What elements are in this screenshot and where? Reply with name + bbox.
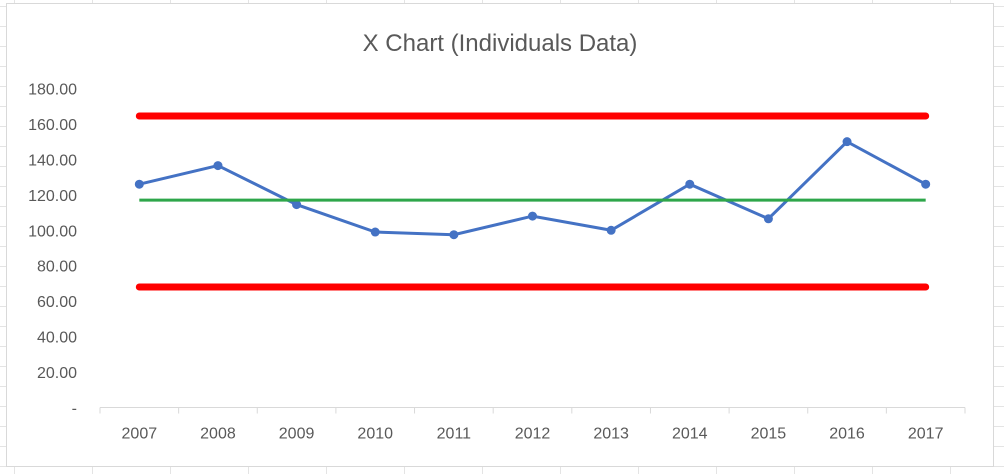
data-point bbox=[528, 211, 537, 221]
chart-plot: - 20.00 40.00 60.00 80.00 100.00 120.00 140.00 1… bbox=[28, 82, 966, 443]
data-point bbox=[370, 227, 380, 237]
chart-area[interactable]: X Chart (Individuals Data) - 20.00 40.00 60… bbox=[6, 3, 994, 467]
data-point bbox=[213, 161, 223, 171]
y-tick-label: 160.00 bbox=[28, 117, 77, 134]
y-tick-label: 60.00 bbox=[37, 294, 77, 311]
y-tick-label: 140.00 bbox=[28, 152, 77, 169]
y-tick-label: 100.00 bbox=[28, 223, 77, 240]
x-tick-label: 2017 bbox=[908, 426, 944, 443]
x-tick-label: 2011 bbox=[437, 426, 472, 443]
x-tick-label: 2010 bbox=[357, 426, 393, 443]
y-tick-label: 20.00 bbox=[37, 365, 77, 382]
x-tick-label: 2008 bbox=[200, 426, 236, 443]
series-line bbox=[138, 139, 927, 237]
x-tick-label: 2015 bbox=[751, 426, 787, 443]
x-tick-label: 2009 bbox=[279, 426, 315, 443]
y-tick-label: 80.00 bbox=[37, 259, 77, 276]
data-point bbox=[685, 179, 695, 189]
chart-title: X Chart (Individuals Data) bbox=[362, 30, 638, 57]
x-tick-label: 2014 bbox=[672, 426, 708, 443]
y-tick-label: 40.00 bbox=[37, 330, 77, 347]
data-point bbox=[606, 225, 616, 235]
data-point bbox=[134, 179, 144, 189]
data-point bbox=[842, 137, 852, 147]
x-tick-label: 2016 bbox=[829, 426, 865, 443]
x-tick-label: 2007 bbox=[122, 426, 158, 443]
data-point bbox=[763, 214, 773, 224]
x-tick-label: 2013 bbox=[593, 426, 629, 443]
y-tick-label: 180.00 bbox=[28, 82, 77, 99]
y-tick-label: - bbox=[72, 401, 77, 418]
y-tick-label: 120.00 bbox=[28, 188, 77, 205]
data-point bbox=[921, 179, 931, 189]
data-point bbox=[449, 230, 459, 240]
data-point bbox=[292, 200, 302, 210]
x-tick-label: 2012 bbox=[515, 426, 551, 443]
